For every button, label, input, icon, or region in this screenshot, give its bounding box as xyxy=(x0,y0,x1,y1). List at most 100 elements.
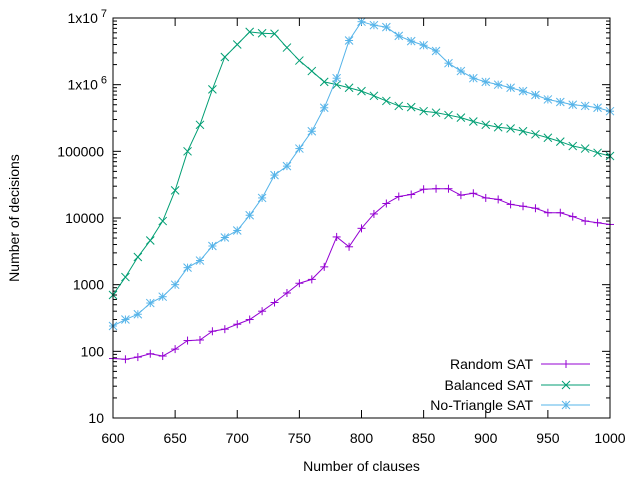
y-tick-label: 100 xyxy=(81,343,105,359)
data-point xyxy=(195,256,205,265)
y-tick-label: 10000 xyxy=(65,210,104,226)
legend: Random SAT Balanced SAT No-Triangle SAT xyxy=(430,356,590,413)
data-point xyxy=(556,208,565,217)
data-point xyxy=(369,209,378,218)
data-point xyxy=(295,279,304,288)
data-point xyxy=(307,66,317,76)
data-point xyxy=(468,73,478,83)
data-point xyxy=(208,327,217,336)
y-tick-label: 1x10 6 xyxy=(68,75,107,93)
data-point xyxy=(531,204,540,213)
data-point xyxy=(170,185,180,195)
data-point xyxy=(493,122,503,132)
data-point xyxy=(220,233,230,242)
data-point xyxy=(481,77,491,87)
y-tick-labels: 10 100 1000 10000 100000 1x10 6 1x10 7 xyxy=(57,8,107,426)
data-point xyxy=(506,83,515,93)
data-point xyxy=(581,217,590,226)
x-tick-label: 850 xyxy=(412,430,436,446)
x-tick-label: 950 xyxy=(536,430,560,446)
data-point xyxy=(394,31,404,41)
data-point xyxy=(270,29,279,39)
series-layer xyxy=(108,17,615,364)
data-point xyxy=(344,36,354,45)
data-point xyxy=(183,263,192,273)
data-point xyxy=(282,288,291,297)
y-tick-label: 1000 xyxy=(73,277,104,293)
data-point xyxy=(345,242,354,251)
x-tick-label: 800 xyxy=(350,430,374,446)
y-tick-label: 10 xyxy=(88,410,104,426)
x-tick-label: 700 xyxy=(226,430,250,446)
data-point xyxy=(145,298,155,308)
data-point xyxy=(220,52,230,62)
data-point xyxy=(232,40,242,49)
data-point xyxy=(133,252,143,262)
legend-label: No-Triangle SAT xyxy=(430,397,533,413)
data-point xyxy=(133,353,142,362)
data-point xyxy=(357,86,366,96)
data-point xyxy=(381,96,391,106)
data-point xyxy=(494,195,503,204)
data-point xyxy=(170,280,180,290)
series-random-sat xyxy=(109,184,614,364)
data-point xyxy=(357,17,366,27)
legend-marker xyxy=(561,380,571,390)
data-point xyxy=(432,184,441,193)
data-point xyxy=(568,212,577,221)
data-point xyxy=(593,103,602,113)
data-point xyxy=(543,133,553,143)
data-point xyxy=(270,298,279,307)
y-tick-label: 100000 xyxy=(57,143,104,159)
x-tick-labels: 600 650 700 750 800 850 900 950 1000 xyxy=(101,430,625,446)
data-point xyxy=(195,120,205,130)
data-point xyxy=(245,27,255,37)
data-point xyxy=(394,101,404,111)
data-point xyxy=(469,189,478,198)
legend-label: Random SAT xyxy=(450,356,533,372)
data-point xyxy=(381,22,391,32)
data-point xyxy=(456,191,465,200)
data-point xyxy=(258,307,267,316)
data-point xyxy=(518,86,528,96)
data-point xyxy=(568,141,578,151)
data-point xyxy=(568,100,578,110)
data-point xyxy=(270,170,279,180)
data-point xyxy=(468,117,478,126)
data-point xyxy=(431,108,441,118)
data-point xyxy=(419,106,428,116)
data-point xyxy=(319,103,329,113)
y-axis-label: Number of decisions xyxy=(6,154,22,282)
data-point xyxy=(183,146,192,156)
data-point xyxy=(394,192,403,201)
data-point xyxy=(158,352,167,361)
data-point xyxy=(245,210,255,220)
data-point xyxy=(555,97,565,107)
x-tick-label: 900 xyxy=(474,430,498,446)
x-tick-label: 750 xyxy=(288,430,312,446)
data-point xyxy=(406,36,416,46)
data-point xyxy=(121,355,130,364)
data-point xyxy=(357,224,366,233)
data-point xyxy=(295,56,304,65)
legend-marker xyxy=(561,400,571,410)
data-point xyxy=(580,144,590,153)
data-point xyxy=(506,124,515,133)
data-point xyxy=(406,102,416,112)
data-point xyxy=(531,129,540,139)
data-point xyxy=(257,193,267,203)
data-point xyxy=(456,66,466,76)
data-point xyxy=(518,126,528,136)
data-point xyxy=(493,80,503,90)
series-no-triangle-sat xyxy=(108,17,615,331)
data-point xyxy=(431,46,441,56)
data-point xyxy=(158,216,168,226)
data-point xyxy=(506,200,515,209)
data-point xyxy=(543,95,553,104)
data-point xyxy=(282,43,292,52)
data-point xyxy=(332,80,342,90)
y-tick-label: 1x10 7 xyxy=(68,8,107,26)
data-point xyxy=(232,226,242,235)
data-point xyxy=(208,241,217,251)
